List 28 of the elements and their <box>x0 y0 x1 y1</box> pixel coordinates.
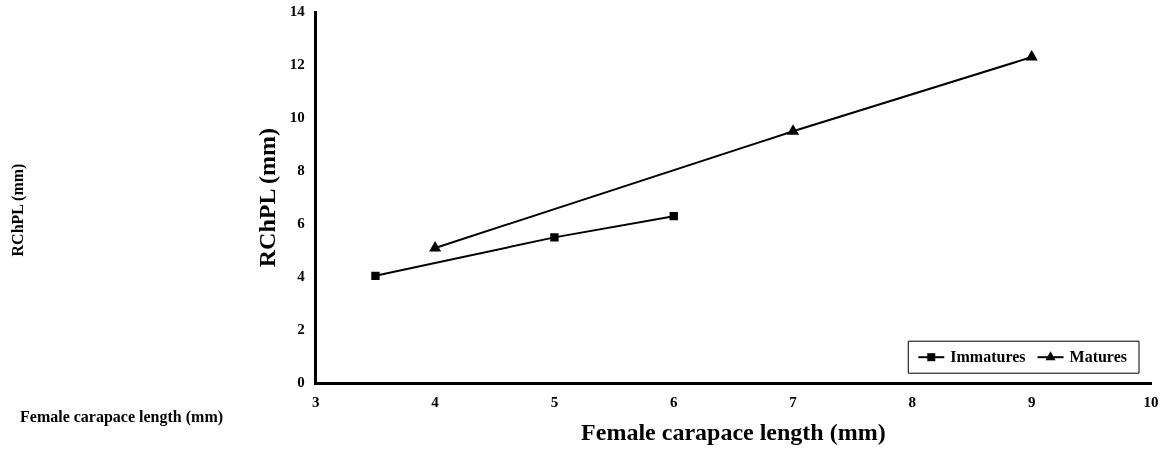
y-tick-label: 6 <box>297 214 306 231</box>
x-tick-label: 10 <box>1143 394 1159 411</box>
x-tick-label: 9 <box>1027 394 1036 411</box>
y-tick-label: 4 <box>297 268 306 285</box>
x-tick-label: 4 <box>431 394 440 411</box>
x-tick-label: 6 <box>669 394 678 411</box>
y-tick-label: 8 <box>297 161 305 178</box>
point <box>787 125 799 135</box>
text: RChPL (mm) <box>9 163 27 257</box>
y-axis-title: RChPL (mm) <box>253 127 280 268</box>
y-tick-label: 2 <box>297 321 305 338</box>
point <box>429 241 441 252</box>
y-tick-label: 14 <box>289 2 306 19</box>
legend-label: Matures <box>1069 348 1127 366</box>
x-tick-label: 7 <box>789 394 798 411</box>
legend-label: Immatures <box>950 348 1026 366</box>
x-tick-label: 5 <box>550 394 559 411</box>
point <box>550 233 559 242</box>
y-tick-label: 0 <box>297 374 305 391</box>
x-axis-title: Female carapace length (mm) <box>581 418 886 445</box>
point <box>1026 51 1038 61</box>
point <box>669 211 678 221</box>
y-tick-label: 12 <box>289 55 305 72</box>
x-tick-label: 3 <box>312 394 320 411</box>
text: Female carapace length (mm) <box>20 408 224 426</box>
y-tick-label: 10 <box>289 108 305 125</box>
point <box>371 271 380 280</box>
x-tick-label: 8 <box>908 394 917 411</box>
